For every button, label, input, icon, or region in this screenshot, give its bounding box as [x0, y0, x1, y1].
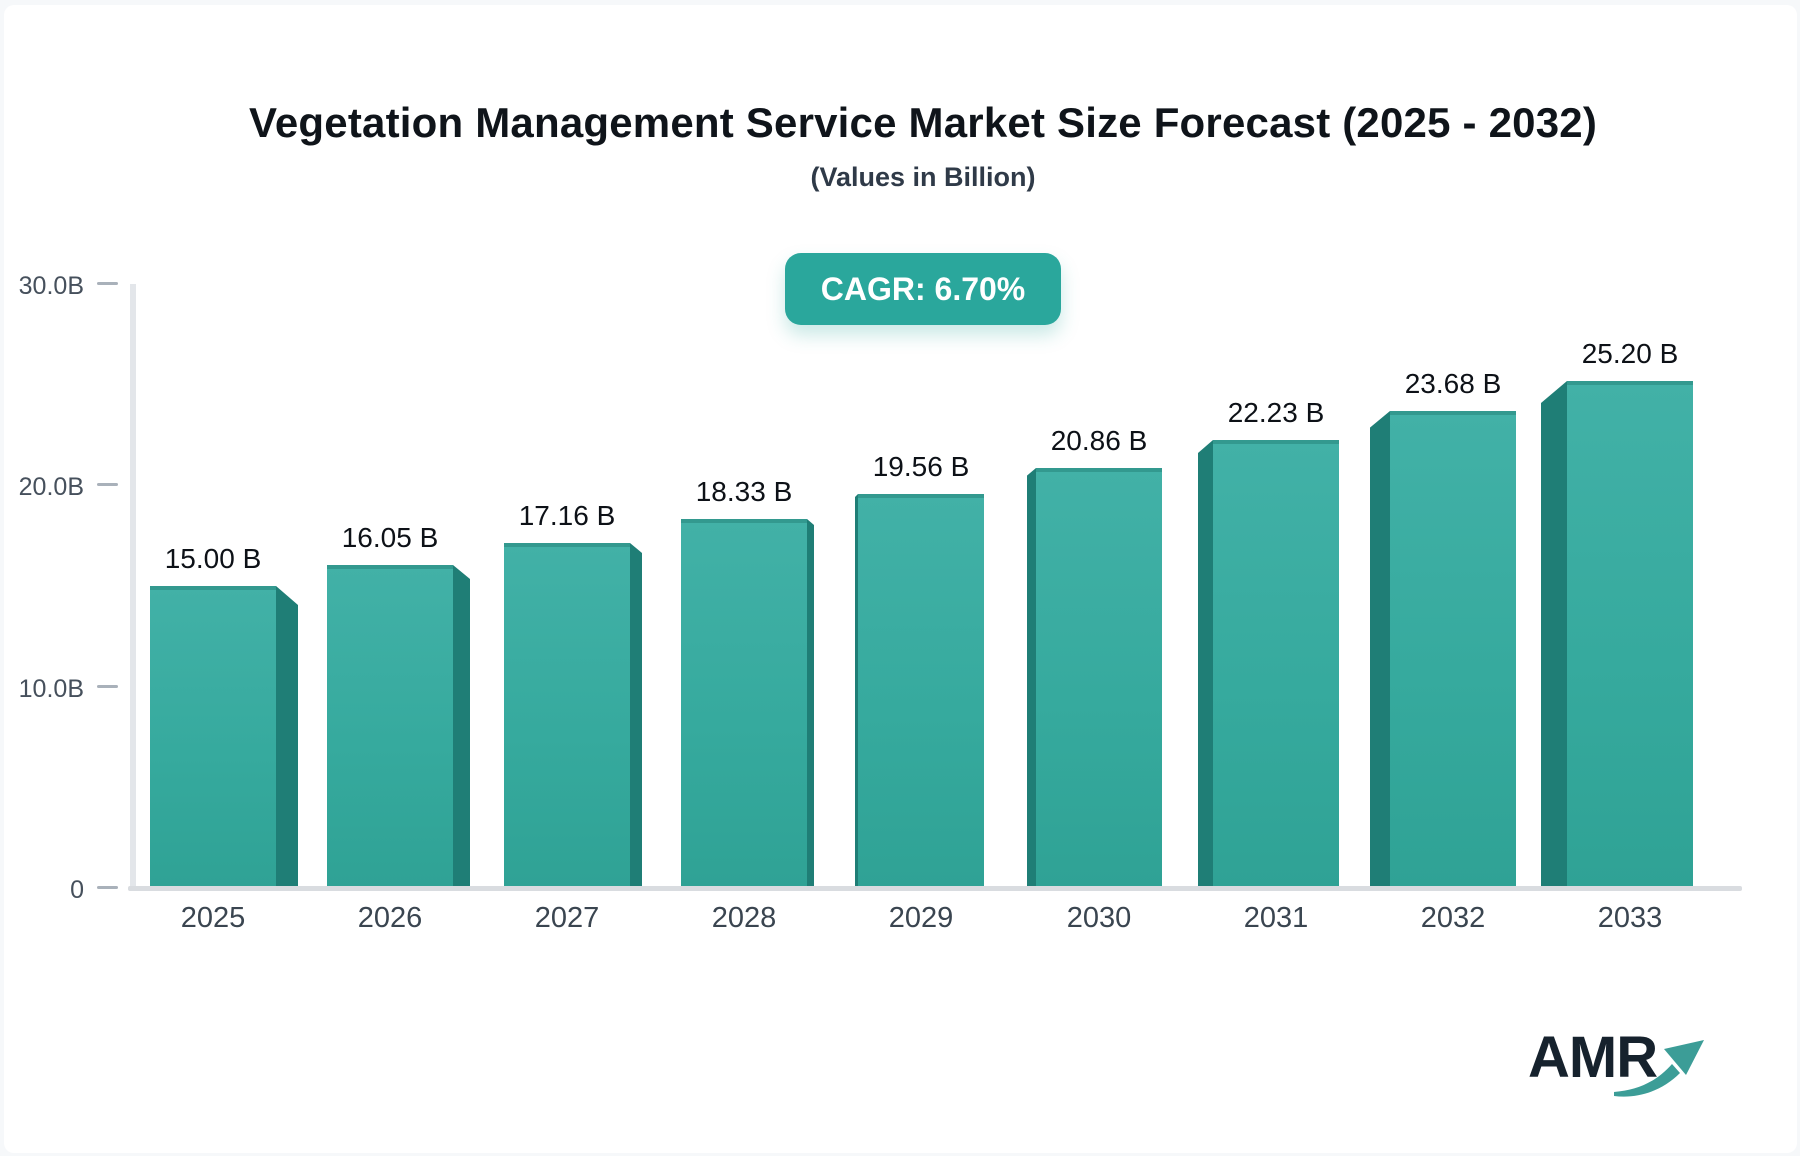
bar-side-face: [453, 565, 470, 888]
y-axis-tick: [97, 483, 118, 486]
bar-top-edge: [1567, 381, 1693, 385]
bar-value-label: 22.23 B: [1227, 397, 1325, 428]
y-axis-tick: [97, 886, 118, 889]
x-axis-label: 2029: [888, 902, 954, 934]
cagr-badge: CAGR: 6.70%: [784, 253, 1062, 325]
bar-top-edge: [150, 586, 276, 590]
bar-value-label: 20.86 B: [1050, 425, 1148, 456]
amr-logo-text: AMR: [1528, 1025, 1658, 1090]
bar-side-face: [855, 494, 858, 888]
bar-value-label: 16.05 B: [341, 522, 439, 553]
x-axis-label: 2030: [1066, 902, 1132, 934]
x-axis-label: 2032: [1420, 902, 1486, 934]
bar-2026: [327, 565, 453, 888]
bar-2032: [1390, 411, 1516, 888]
y-axis-label: 20.0B: [18, 473, 84, 501]
bar-side-face: [1198, 440, 1213, 888]
bar-top-edge: [1390, 411, 1516, 415]
bar-2031: [1213, 440, 1339, 888]
y-axis-tick: [97, 282, 118, 285]
bar-2028: [681, 519, 807, 888]
bar-2025: [150, 586, 276, 888]
bar-side-face: [1369, 411, 1390, 888]
y-axis-label: 30.0B: [18, 272, 84, 300]
bar-top-edge: [1036, 468, 1162, 472]
growth-arrow-icon: [1614, 1040, 1704, 1097]
bar-value-label: 15.00 B: [164, 543, 262, 574]
bar-top-edge: [681, 519, 807, 523]
chart-card: Vegetation Management Service Market Siz…: [4, 5, 1797, 1153]
bar-top-edge: [327, 565, 453, 569]
bar-value-label: 25.20 B: [1581, 338, 1679, 369]
bar-2033: [1567, 381, 1693, 888]
bar-value-label: 23.68 B: [1404, 368, 1502, 399]
bar-2027: [504, 543, 630, 888]
y-axis-line: [130, 284, 136, 888]
y-axis-tick: [97, 685, 118, 688]
bar-2029: [858, 494, 984, 888]
cagr-badge-wrap: CAGR: 6.70%: [23, 253, 1800, 325]
bar-side-face: [807, 519, 814, 888]
bar-top-edge: [1213, 440, 1339, 444]
chart-title: Vegetation Management Service Market Siz…: [248, 99, 1598, 146]
amr-logo: AMR: [1528, 1028, 1758, 1120]
bar-2030: [1036, 468, 1162, 888]
bar-side-face: [276, 586, 298, 888]
bar-value-label: 17.16 B: [518, 500, 616, 531]
y-axis-label: 10.0B: [18, 675, 84, 703]
bar-value-label: 19.56 B: [872, 451, 970, 482]
x-axis-label: 2025: [180, 902, 246, 934]
bar-top-edge: [504, 543, 630, 547]
x-axis-line: [128, 886, 1742, 891]
x-axis-label: 2026: [357, 902, 423, 934]
chart-subtitle: (Values in Billion): [810, 162, 1036, 192]
bar-side-face: [1541, 381, 1567, 888]
x-axis-label: 2031: [1243, 902, 1309, 934]
bar-value-label: 18.33 B: [695, 476, 793, 507]
bar-side-face: [630, 543, 642, 888]
x-axis-label: 2033: [1597, 902, 1663, 934]
y-axis-label: 0: [70, 876, 84, 904]
x-axis-label: 2027: [534, 902, 600, 934]
bar-side-face: [1026, 468, 1036, 888]
x-axis-label: 2028: [711, 902, 777, 934]
bar-top-edge: [858, 494, 984, 498]
